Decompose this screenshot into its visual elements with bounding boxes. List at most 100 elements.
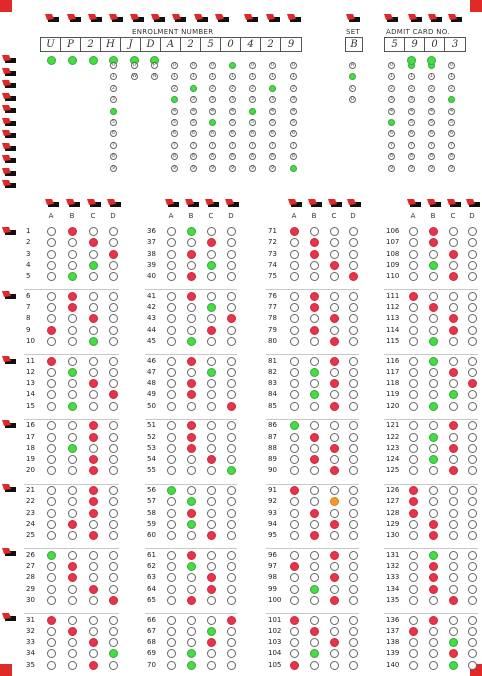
q135-option-C[interactable] — [449, 596, 458, 605]
q44-option-D[interactable] — [227, 326, 236, 335]
q98-option-A[interactable] — [290, 573, 299, 582]
q40-option-D[interactable] — [227, 272, 236, 281]
q95-option-B[interactable] — [310, 531, 319, 540]
q140-option-D[interactable] — [468, 661, 477, 670]
q11-option-C[interactable] — [89, 357, 98, 366]
q122-option-B[interactable] — [429, 433, 438, 442]
q105-option-B[interactable] — [310, 661, 319, 670]
q32-option-C[interactable] — [89, 627, 98, 636]
enrolment-col-12-digit-3[interactable]: 3 — [269, 96, 276, 103]
q43-option-B[interactable] — [187, 314, 196, 323]
q29-option-C[interactable] — [89, 585, 98, 594]
admit-col-1-digit-3[interactable]: 3 — [388, 96, 395, 103]
q8-option-D[interactable] — [109, 314, 118, 323]
q22-option-A[interactable] — [47, 497, 56, 506]
q54-option-A[interactable] — [167, 455, 176, 464]
enrolment-col-13-digit-3[interactable]: 3 — [290, 96, 297, 103]
q127-option-C[interactable] — [449, 497, 458, 506]
admit-col-3-digit-5[interactable]: 5 — [428, 119, 435, 126]
enrolment-col-11-digit-6[interactable]: 6 — [249, 130, 256, 137]
q2-option-C[interactable] — [89, 238, 98, 247]
q31-option-C[interactable] — [89, 616, 98, 625]
q110-option-D[interactable] — [468, 272, 477, 281]
q126-option-D[interactable] — [468, 486, 477, 495]
q81-option-D[interactable] — [349, 357, 358, 366]
q119-option-C[interactable] — [449, 390, 458, 399]
q135-option-B[interactable] — [429, 596, 438, 605]
q54-option-C[interactable] — [207, 455, 216, 464]
enrolment-col-7-digit-6[interactable]: 6 — [171, 130, 178, 137]
q94-option-A[interactable] — [290, 520, 299, 529]
q68-option-B[interactable] — [187, 638, 196, 647]
q3-option-D[interactable] — [109, 250, 118, 259]
admit-col-4-digit-8[interactable]: 8 — [448, 153, 455, 160]
q59-option-A[interactable] — [167, 520, 176, 529]
admit-col-4-digit-5[interactable]: 5 — [448, 119, 455, 126]
q116-option-A[interactable] — [409, 357, 418, 366]
q92-option-C[interactable] — [330, 497, 339, 506]
q52-option-C[interactable] — [207, 433, 216, 442]
q50-option-C[interactable] — [207, 402, 216, 411]
q94-option-B[interactable] — [310, 520, 319, 529]
q17-option-B[interactable] — [68, 433, 77, 442]
q46-option-A[interactable] — [167, 357, 176, 366]
admit-col-4-digit-1[interactable]: 1 — [448, 73, 455, 80]
enrolment-col-13-digit-2[interactable]: 2 — [290, 85, 297, 92]
q11-option-D[interactable] — [109, 357, 118, 366]
q139-option-B[interactable] — [429, 649, 438, 658]
q132-option-B[interactable] — [429, 562, 438, 571]
q131-option-B[interactable] — [429, 551, 438, 560]
q31-option-D[interactable] — [109, 616, 118, 625]
q59-option-C[interactable] — [207, 520, 216, 529]
admit-col-2-digit-2[interactable]: 2 — [408, 85, 415, 92]
q26-option-A[interactable] — [47, 551, 56, 560]
enrolment-col-12-digit-9[interactable]: 9 — [269, 165, 276, 172]
admit-col-3-digit-7[interactable]: 7 — [428, 142, 435, 149]
q97-option-B[interactable] — [310, 562, 319, 571]
q33-option-A[interactable] — [47, 638, 56, 647]
q37-option-C[interactable] — [207, 238, 216, 247]
admit-top-bubble[interactable] — [427, 56, 436, 65]
q63-option-D[interactable] — [227, 573, 236, 582]
q5-option-A[interactable] — [47, 272, 56, 281]
q16-option-D[interactable] — [109, 421, 118, 430]
q56-option-C[interactable] — [207, 486, 216, 495]
q133-option-B[interactable] — [429, 573, 438, 582]
q120-option-D[interactable] — [468, 402, 477, 411]
q125-option-B[interactable] — [429, 466, 438, 475]
q39-option-A[interactable] — [167, 261, 176, 270]
q99-option-C[interactable] — [330, 585, 339, 594]
q96-option-D[interactable] — [349, 551, 358, 560]
enrolment-col-4-digit-9[interactable]: 9 — [110, 165, 117, 172]
admit-col-3-digit-3[interactable]: 3 — [428, 96, 435, 103]
q123-option-D[interactable] — [468, 444, 477, 453]
q92-option-B[interactable] — [310, 497, 319, 506]
admit-col-4-digit-9[interactable]: 9 — [448, 165, 455, 172]
q110-option-A[interactable] — [409, 272, 418, 281]
enrolment-col-13-digit-5[interactable]: 5 — [290, 119, 297, 126]
q10-option-D[interactable] — [109, 337, 118, 346]
admit-col-3-digit-2[interactable]: 2 — [428, 85, 435, 92]
q54-option-D[interactable] — [227, 455, 236, 464]
q28-option-B[interactable] — [68, 573, 77, 582]
q22-option-D[interactable] — [109, 497, 118, 506]
q112-option-D[interactable] — [468, 303, 477, 312]
q81-option-C[interactable] — [330, 357, 339, 366]
q62-option-A[interactable] — [167, 562, 176, 571]
q96-option-A[interactable] — [290, 551, 299, 560]
q103-option-B[interactable] — [310, 638, 319, 647]
enrolment-col-8-digit-6[interactable]: 6 — [190, 130, 197, 137]
q17-option-D[interactable] — [109, 433, 118, 442]
q4-option-B[interactable] — [68, 261, 77, 270]
q140-option-A[interactable] — [409, 661, 418, 670]
q73-option-B[interactable] — [310, 250, 319, 259]
enrolment-col-12-digit-1[interactable]: 1 — [269, 73, 276, 80]
q40-option-A[interactable] — [167, 272, 176, 281]
q125-option-A[interactable] — [409, 466, 418, 475]
q88-option-C[interactable] — [330, 444, 339, 453]
q46-option-C[interactable] — [207, 357, 216, 366]
q103-option-C[interactable] — [330, 638, 339, 647]
q69-option-A[interactable] — [167, 649, 176, 658]
q133-option-D[interactable] — [468, 573, 477, 582]
q49-option-D[interactable] — [227, 390, 236, 399]
